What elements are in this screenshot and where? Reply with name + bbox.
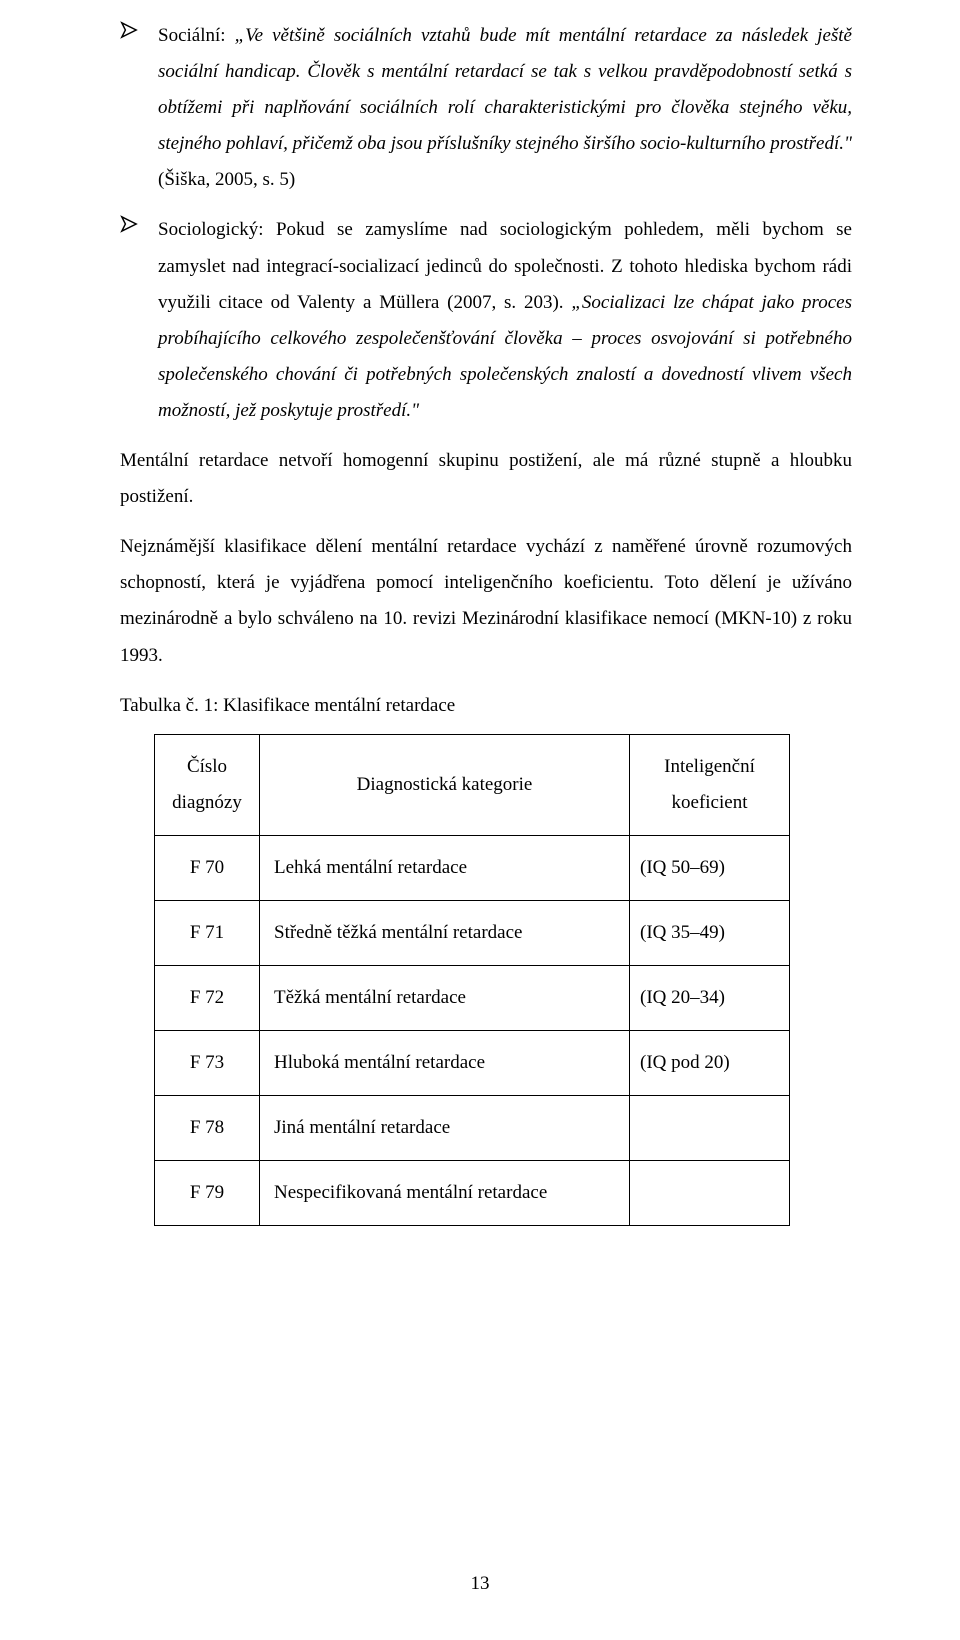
table-cell: Hluboká mentální retardace	[260, 1031, 630, 1096]
table-cell: (IQ pod 20)	[630, 1031, 790, 1096]
table-row: F 71Středně těžká mentální retardace(IQ …	[155, 900, 790, 965]
bullet-lead: Sociální:	[158, 25, 235, 46]
paragraph-hetero: Mentální retardace netvoří homogenní sku…	[120, 443, 852, 515]
table-cell: F 72	[155, 966, 260, 1031]
table-header-row: Číslo diagnózy Diagnostická kategorie In…	[155, 734, 790, 835]
table-cell: F 71	[155, 900, 260, 965]
table-cell: F 73	[155, 1031, 260, 1096]
table-row: F 70Lehká mentální retardace(IQ 50–69)	[155, 835, 790, 900]
table-cell: F 70	[155, 835, 260, 900]
table-cell: Jiná mentální retardace	[260, 1096, 630, 1161]
bullet-quote: „Ve většině sociálních vztahů bude mít m…	[158, 25, 852, 154]
table-cell: Nespecifikovaná mentální retardace	[260, 1161, 630, 1226]
table-header-iq: Inteligenční koeficient	[630, 734, 790, 835]
table-cell: (IQ 50–69)	[630, 835, 790, 900]
table-cell: F 79	[155, 1161, 260, 1226]
table-cell: F 78	[155, 1096, 260, 1161]
table-row: F 78Jiná mentální retardace	[155, 1096, 790, 1161]
table-cell: Těžká mentální retardace	[260, 966, 630, 1031]
paragraph-classification: Nejznámější klasifikace dělení mentální …	[120, 529, 852, 673]
bullet-arrow-icon	[120, 215, 138, 236]
table-cell: (IQ 20–34)	[630, 966, 790, 1031]
table-cell: Lehká mentální retardace	[260, 835, 630, 900]
table-caption: Tabulka č. 1: Klasifikace mentální retar…	[120, 688, 852, 724]
table-row: F 73Hluboká mentální retardace(IQ pod 20…	[155, 1031, 790, 1096]
bullet-arrow-icon	[120, 21, 138, 42]
table-cell: Středně těžká mentální retardace	[260, 900, 630, 965]
table-cell	[630, 1096, 790, 1161]
bullet-social: Sociální: „Ve většině sociálních vztahů …	[120, 18, 852, 198]
table-header-code: Číslo diagnózy	[155, 734, 260, 835]
classification-table: Číslo diagnózy Diagnostická kategorie In…	[154, 734, 790, 1227]
table-row: F 72Těžká mentální retardace(IQ 20–34)	[155, 966, 790, 1031]
table-header-category: Diagnostická kategorie	[260, 734, 630, 835]
bullet-cite: (Šiška, 2005, s. 5)	[158, 169, 295, 190]
table-row: F 79Nespecifikovaná mentální retardace	[155, 1161, 790, 1226]
table-cell	[630, 1161, 790, 1226]
page-number: 13	[0, 1566, 960, 1602]
table-cell: (IQ 35–49)	[630, 900, 790, 965]
bullet-sociological: Sociologický: Pokud se zamyslíme nad soc…	[120, 212, 852, 429]
